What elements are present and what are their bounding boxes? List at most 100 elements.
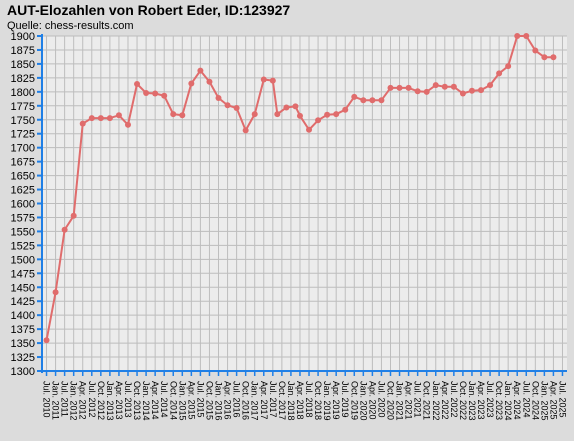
y-tick-label: 1400: [11, 310, 35, 322]
data-point: [224, 102, 231, 109]
x-tick-label: Apr. 2019: [331, 381, 341, 420]
y-tick-label: 1375: [11, 324, 35, 336]
data-point: [405, 84, 412, 91]
y-tick-label: 1325: [11, 352, 35, 364]
x-tick-label: Oct. 2013: [132, 381, 142, 420]
data-point: [206, 78, 213, 85]
x-tick-label: Oct. 2024: [530, 381, 540, 420]
y-tick-label: 1700: [11, 143, 35, 155]
y-tick-label: 1800: [11, 87, 35, 99]
data-point: [378, 97, 385, 104]
y-tick-label: 1425: [11, 296, 35, 308]
x-tick-label: Jul. 2012: [87, 381, 97, 418]
data-point: [242, 127, 249, 134]
y-tick-label: 1850: [11, 59, 35, 71]
data-point: [514, 33, 521, 39]
x-tick-label: Jan. 2011: [51, 381, 61, 420]
x-tick-label: Oct. 2015: [204, 381, 214, 420]
y-tick-label: 1725: [11, 129, 35, 141]
x-tick-label: Jan. 2020: [358, 381, 368, 421]
data-point: [306, 126, 313, 133]
data-point: [79, 120, 86, 127]
x-tick-label: Apr. 2016: [223, 381, 233, 420]
y-tick-label: 1775: [11, 101, 35, 113]
x-tick-label: Jan. 2012: [69, 381, 79, 421]
data-point: [396, 84, 403, 91]
data-point: [369, 97, 376, 104]
grid: [42, 35, 567, 372]
data-point: [441, 83, 448, 90]
data-point: [532, 47, 539, 54]
data-point: [215, 94, 222, 101]
x-tick-label: Jul. 2019: [340, 381, 350, 418]
data-point: [324, 111, 331, 118]
x-tick-label: Jan. 2015: [177, 381, 187, 421]
x-tick-label: Jul. 2010: [42, 381, 52, 418]
chart-title: AUT-Elozahlen von Robert Eder, ID:123927: [7, 2, 291, 18]
data-point: [170, 111, 177, 118]
x-tick-label: Jan. 2022: [431, 381, 441, 421]
data-point: [260, 76, 267, 83]
y-tick-label: 1875: [11, 45, 35, 57]
x-tick-labels: Jul. 2010 Jan. 2011 Jul. 2011 Jan. 2012 Apr.…: [42, 381, 568, 421]
chart-subtitle: Quelle: chess-results.com: [7, 20, 134, 32]
y-tick-label: 1675: [11, 157, 35, 169]
y-tick-label: 1750: [11, 115, 35, 127]
x-tick-label: Apr. 2013: [114, 381, 124, 420]
x-tick-label: Jan. 2023: [467, 381, 477, 421]
data-point: [115, 112, 122, 119]
x-tick-label: Jan. 2014: [141, 381, 151, 421]
x-tick-label: Jan. 2025: [539, 381, 549, 421]
data-point: [161, 92, 168, 99]
x-tick-label: Jul. 2024: [521, 381, 531, 418]
x-tick-label: Oct. 2016: [241, 381, 251, 420]
data-point: [269, 77, 276, 84]
data-point: [52, 289, 59, 296]
x-tick-label: Apr. 2022: [440, 381, 450, 420]
data-point: [61, 226, 68, 233]
x-tick-label: Jan. 2013: [105, 381, 115, 421]
data-point: [414, 88, 421, 95]
series-layer: [43, 33, 557, 344]
y-tick-label: 1500: [11, 254, 35, 266]
x-tick-label: Oct. 2014: [168, 381, 178, 420]
data-point: [134, 81, 141, 88]
data-point: [487, 82, 494, 89]
data-point: [88, 115, 95, 122]
x-tick-label: Oct. 2012: [96, 381, 106, 420]
x-tick-label: Apr. 2015: [186, 381, 196, 420]
data-point: [251, 111, 258, 118]
x-tick-label: Jul. 2011: [60, 381, 70, 417]
data-point: [292, 103, 299, 110]
data-point: [43, 337, 50, 344]
data-point: [106, 115, 113, 122]
x-tick-label: Jan. 2016: [214, 381, 224, 421]
data-point: [505, 63, 512, 70]
y-tick-label: 1550: [11, 226, 35, 238]
data-point: [450, 83, 457, 90]
data-point: [296, 112, 303, 119]
data-point: [70, 212, 77, 219]
y-tick-label: 1475: [11, 268, 35, 280]
data-point: [315, 117, 322, 124]
x-tick-label: Jan. 2024: [503, 381, 513, 421]
y-tick-label: 1300: [11, 366, 35, 378]
x-tick-label: Jan. 2017: [250, 381, 260, 421]
x-tick-label: Apr. 2024: [512, 381, 522, 420]
data-point: [432, 82, 439, 89]
data-point: [97, 115, 104, 122]
data-point: [423, 88, 430, 95]
x-tick-label: Oct. 2018: [313, 381, 323, 420]
x-tick-label: Jul. 2025: [557, 381, 567, 418]
x-tick-label: Apr. 2020: [367, 381, 377, 420]
y-tick-label: 1350: [11, 338, 35, 350]
x-tick-label: Apr. 2012: [78, 381, 88, 420]
x-tick-label: Jul. 2017: [268, 381, 278, 418]
data-point: [283, 104, 290, 111]
data-point: [274, 111, 281, 118]
data-point: [468, 87, 475, 94]
data-point: [342, 106, 349, 113]
x-tick-label: Jul. 2016: [232, 381, 242, 418]
data-point: [496, 70, 503, 77]
